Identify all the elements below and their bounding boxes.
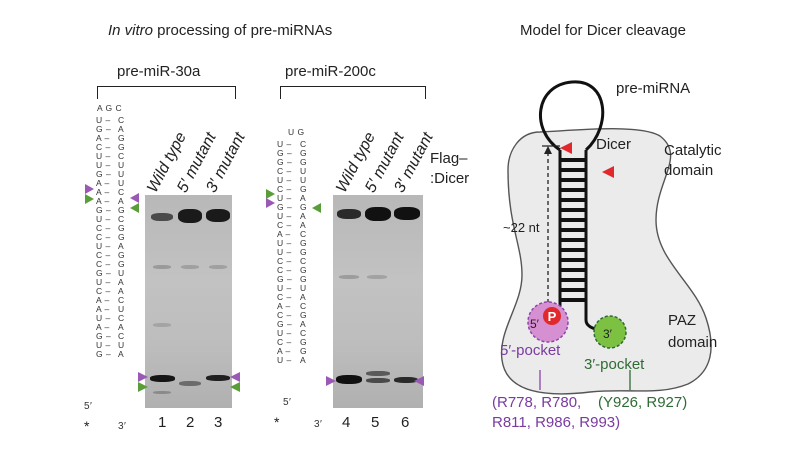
hairpin-30a-right-strand: C A G G C U U U C A G C G G A G G U A A … [118,115,126,359]
five-pocket-residues-line2: R811, R986, R993) [492,414,621,431]
gel-image-200c [333,195,423,408]
cleavage-marker-bottom [602,166,614,178]
title-italic: In vitro [108,22,154,39]
marker-purple-lane3 [230,372,240,382]
three-prime-pocket [593,315,627,349]
five-pocket-residues-line1: (R778, R780, [492,394,582,411]
five-pocket-label: 5′-pocket [500,342,561,359]
cleavage-marker-top [560,142,572,154]
marker-30a-green-left [85,194,94,204]
marker-200c-green-right [312,203,321,213]
lane-number-5: 5 [371,414,380,431]
marker-30a-purple-left [85,184,94,194]
gel-markers-left [138,372,148,392]
right-panel-title: Model for Dicer cleavage [520,22,686,39]
band-faint-lane-4 [339,275,359,279]
hairpin-200c-3prime: 3′ [314,419,323,430]
paz-domain-label-2: domain [668,334,718,351]
hairpin-30a-loop: A G C [97,103,123,113]
group-bracket-30a [97,86,236,99]
marker-purple-lane6 [414,376,424,386]
band-product-lane-5 [366,371,390,376]
length-label: ~22 nt [503,220,540,235]
lane-number-3: 3 [214,414,223,431]
band-faint-lane-2 [181,265,199,269]
five-prime-label: 5′ [530,317,540,331]
phosphate-circle [543,307,561,325]
hairpin-200c-right-strand: C G G U U G A G A A C G G C G G U A C G … [300,139,308,365]
band-top-lane-4 [337,209,361,219]
pre-mirna-label: pre-miRNA [616,80,691,97]
three-prime-label: 3′ [603,327,613,341]
hairpin-30a-left-strand: U – G – A – C – U – U – G – A – A – A – … [96,115,112,359]
band-product-lane-2 [179,381,201,386]
group-bracket-200c [280,86,426,99]
hairpin-30a-3prime: 3′ [118,421,127,432]
band-top-lane-3 [206,209,230,222]
phosphate-label: P [548,309,557,324]
band-product-lane-5b [366,378,390,383]
band-faint-lane-1 [153,265,171,269]
title-rest: processing of pre-miRNAs [153,22,333,39]
band-mid-lane-1 [153,323,171,327]
length-arrow-head-top [544,146,552,154]
catalytic-domain-label-2: domain [664,162,714,179]
band-faint-lane-3 [209,265,227,269]
gel-markers-2 [414,376,424,386]
hairpin-200c-markers [266,189,321,213]
three-pocket-residues: (Y926, R927) [598,394,688,411]
band-top-lane-5 [365,207,391,221]
hairpin-200c-asterisk: * [274,414,280,430]
band-product-lane-1 [150,375,175,382]
hairpin-200c-5prime: 5′ [283,397,292,408]
group-label-30a: pre-miR-30a [117,63,201,80]
marker-30a-green-right [130,203,139,213]
band-product-lane-4 [336,375,362,384]
hairpin-200c-left-strand: U – G – G – C – U – C – U – G – U – C – … [277,139,293,365]
marker-purple-lane4 [326,376,336,386]
lane-number-2: 2 [186,414,195,431]
stem-base-pairs [560,158,586,302]
gel-markers-2b [326,376,336,386]
band-product-lane-3 [206,375,230,381]
band-top-lane-2 [178,209,202,223]
left-panel-title: In vitro processing of pre-miRNAs [108,22,332,39]
band-faint-lane-5 [367,275,387,279]
gel-image-30a [145,195,232,408]
marker-green-lane3 [230,382,240,392]
lane-number-1: 1 [158,414,167,431]
paz-domain-label-1: PAZ [668,312,697,329]
dicer-label: Dicer [596,136,632,153]
marker-30a-purple-right [130,193,139,203]
gel-markers [230,372,240,392]
enzyme-label-line2: :Dicer [430,170,470,187]
marker-200c-green-left [266,189,275,199]
hairpin-30a-5prime: 5′ [84,401,93,412]
band-low-lane-1 [153,391,171,394]
pre-mirna-loop [539,80,605,152]
lane-number-6: 6 [401,414,410,431]
marker-purple-lane1 [138,372,148,382]
hairpin-30a-asterisk: * [84,418,90,434]
marker-green-lane1 [138,382,148,392]
band-product-lane-6 [394,377,418,383]
marker-200c-purple-left [266,198,275,208]
group-label-200c: pre-miR-200c [285,63,376,80]
hairpin-200c-loop: U G [288,127,305,137]
catalytic-domain-label-1: Catalytic [664,142,722,159]
band-top-lane-1 [151,213,173,221]
dicer-model-diagram: P 5′ 3′ [500,80,712,395]
lane-number-4: 4 [342,414,351,431]
band-top-lane-6 [394,207,420,220]
enzyme-label-line1: Flag– [430,150,468,167]
three-pocket-label: 3′-pocket [584,356,645,373]
hairpin-30a-markers [85,184,139,213]
